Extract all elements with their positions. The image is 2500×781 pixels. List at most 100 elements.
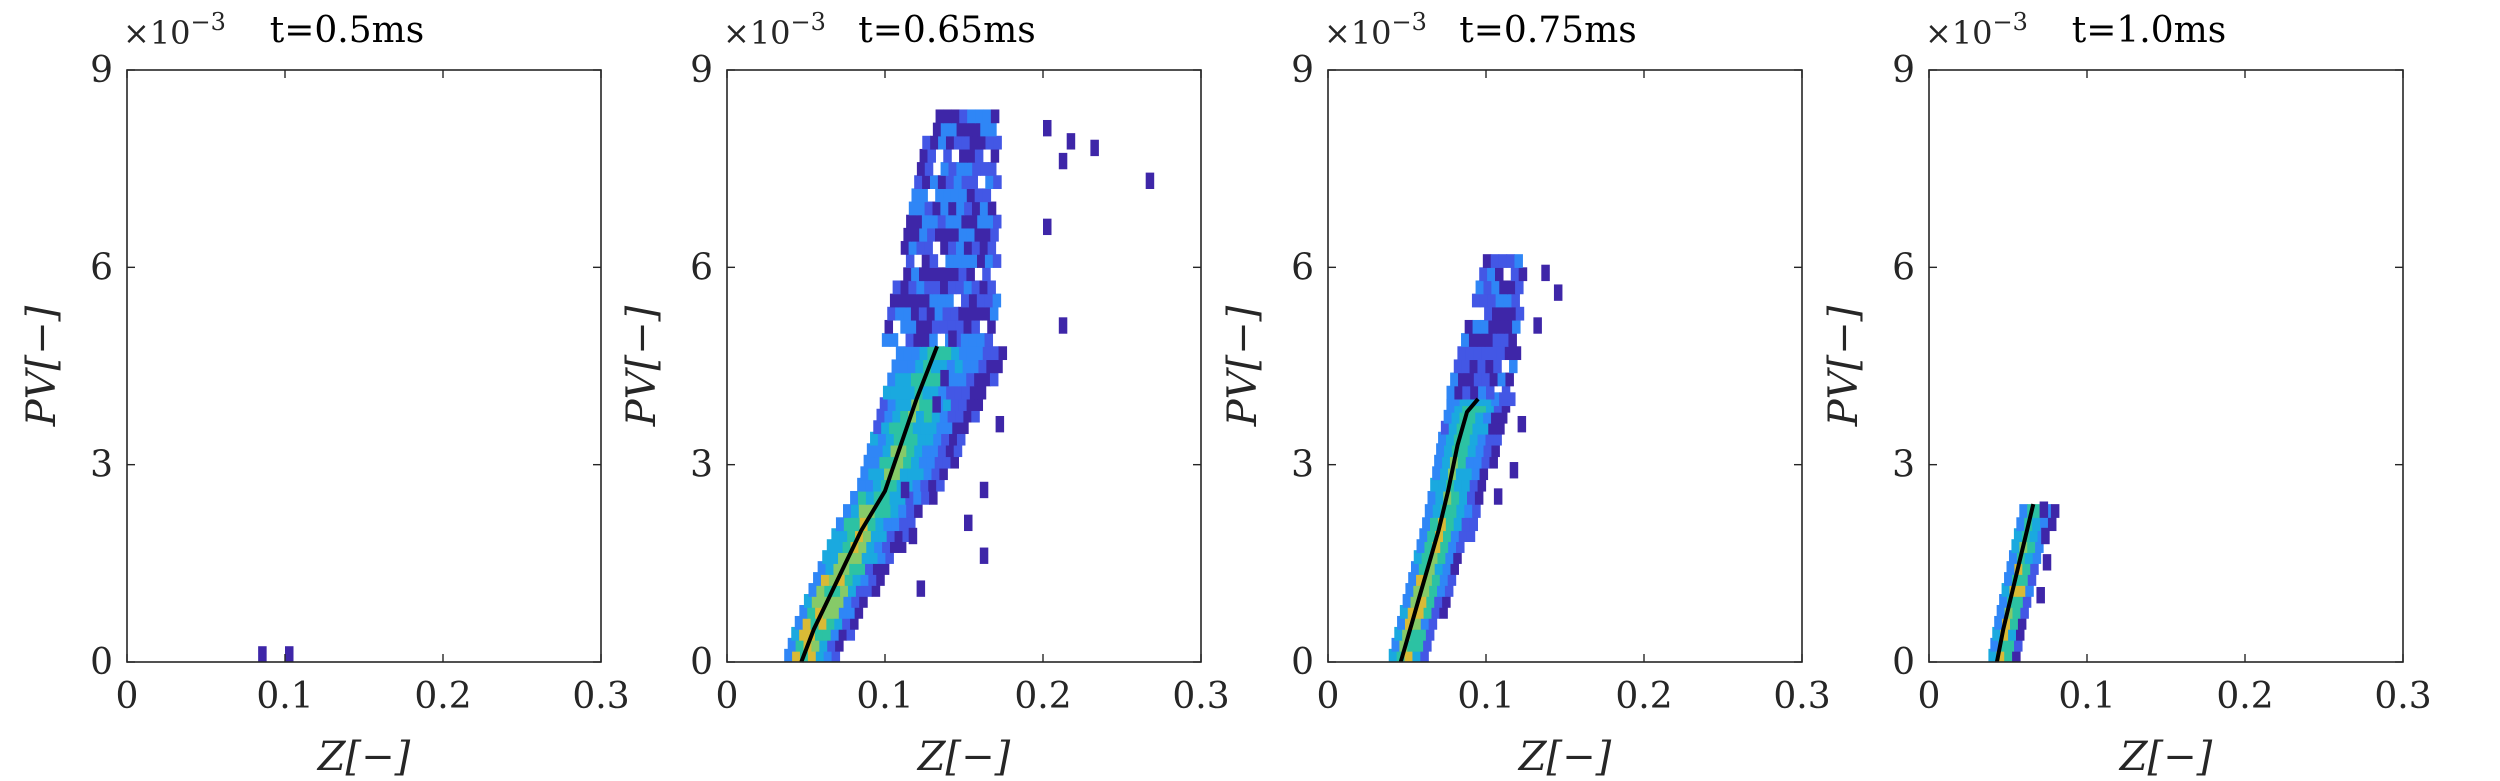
heatmap-bin (943, 346, 952, 361)
heatmap-bin (910, 306, 920, 321)
heatmap-bin (824, 583, 833, 597)
heatmap-bin (1404, 615, 1414, 630)
heatmap-bin (964, 162, 973, 176)
heatmap-bin (969, 175, 978, 189)
heatmap-bin (802, 615, 812, 630)
heatmap-bin (950, 267, 960, 282)
heatmap-bin (1495, 293, 1505, 308)
heatmap-bin (1468, 333, 1478, 347)
y-tick-label: 9 (90, 50, 113, 91)
heatmap-bin (846, 626, 856, 641)
heatmap-bin (885, 550, 894, 564)
heatmap-bin (987, 241, 997, 255)
heatmap-bin (1473, 372, 1483, 387)
heatmap-bin (1464, 504, 1473, 518)
heatmap-bin (1481, 346, 1490, 361)
heatmap-bin (1450, 528, 1460, 543)
heatmap-bin (942, 306, 952, 321)
y-tick-label: 3 (690, 445, 713, 486)
heatmap-bin (982, 109, 992, 124)
heatmap-bin (1412, 648, 1421, 662)
heatmap-bin (888, 477, 898, 492)
heatmap-bin (2024, 550, 2034, 564)
heatmap-bin (943, 148, 952, 163)
heatmap-bin (2017, 583, 2026, 597)
heatmap-bin (1459, 443, 1469, 458)
heatmap-bin (890, 443, 900, 458)
heatmap-bin (902, 528, 911, 543)
heatmap-bin (928, 420, 938, 435)
heatmap-bin (882, 385, 892, 400)
heatmap-bin (923, 408, 933, 423)
heatmap-bin (876, 408, 885, 423)
heatmap-bin (1499, 280, 1508, 295)
heatmap-bin (1473, 346, 1482, 361)
heatmap-bin (967, 109, 976, 124)
heatmap-bin (1496, 420, 1505, 435)
heatmap-bin (1484, 306, 1493, 321)
heatmap-bin (903, 372, 912, 387)
heatmap-bin (963, 241, 973, 255)
heatmap-bin (887, 397, 897, 411)
heatmap-bin (895, 397, 905, 411)
heatmap-bin (870, 528, 880, 543)
heatmap-bin (827, 637, 836, 652)
heatmap-bin (887, 372, 896, 387)
heatmap-bin (1444, 443, 1453, 458)
heatmap-bin (932, 396, 941, 413)
heatmap-bin (1475, 280, 1485, 295)
heatmap-bin (953, 175, 963, 189)
y-axis-label: PV[−] (1821, 305, 1867, 427)
heatmap-bin (971, 241, 981, 255)
heatmap-bin (1442, 454, 1451, 469)
heatmap-bin (791, 626, 800, 641)
heatmap-bin (1509, 462, 1519, 479)
heatmap-bin (847, 528, 856, 543)
axes-box (1327, 69, 1803, 663)
heatmap-bin (908, 319, 917, 334)
panel-1: 0 0.1 0.2 0.3 0 3 6 9×10−3 t=0.5ms Z[−] PV[−] (19, 8, 630, 780)
heatmap-bin (908, 280, 917, 295)
heatmap-bin (832, 583, 841, 597)
heatmap-bin (1500, 333, 1510, 347)
heatmap-bin (1461, 333, 1470, 347)
heatmap-bin (908, 201, 918, 216)
heatmap-bin (846, 604, 856, 619)
heatmap-bin (911, 346, 921, 361)
heatmap-bin (976, 333, 986, 347)
heatmap-bin (1453, 359, 1463, 374)
heatmap-bin (822, 550, 831, 564)
heatmap-bin (931, 408, 941, 423)
heatmap-bin (1479, 293, 1489, 308)
heatmap-bin (908, 527, 918, 545)
heatmap-bin (932, 280, 941, 295)
heatmap-bin (895, 372, 904, 387)
y-tick-label: 0 (1291, 642, 1314, 683)
heatmap-bin (1503, 293, 1513, 308)
heatmap-bin (878, 528, 888, 543)
heatmap-bin (1507, 392, 1516, 407)
heatmap-bin (1481, 372, 1491, 387)
heatmap-bin (2015, 626, 2025, 641)
heatmap-bin (1443, 409, 1453, 424)
heatmap-bin (926, 454, 936, 469)
heatmap-bin (907, 466, 917, 481)
heatmap-bin (1533, 317, 1542, 334)
heatmap-bin (1480, 420, 1489, 435)
heatmap-bin (1461, 359, 1471, 374)
heatmap-bin (816, 583, 825, 597)
heatmap-bin (1465, 454, 1475, 469)
heatmap-bin (912, 477, 921, 492)
heatmap-bin (918, 454, 928, 469)
heatmap-bin (974, 306, 983, 321)
heatmap-bin (1461, 431, 1471, 446)
heatmap-bin (958, 188, 968, 203)
heatmap-bin (819, 594, 829, 608)
heatmap-bin (1432, 466, 1441, 481)
heatmap-bin (2012, 648, 2021, 662)
heatmap-bin (951, 109, 960, 124)
heatmap-bin (1066, 133, 1076, 150)
heatmap-bin (1439, 604, 1448, 619)
heatmap-bin (1418, 561, 1428, 575)
